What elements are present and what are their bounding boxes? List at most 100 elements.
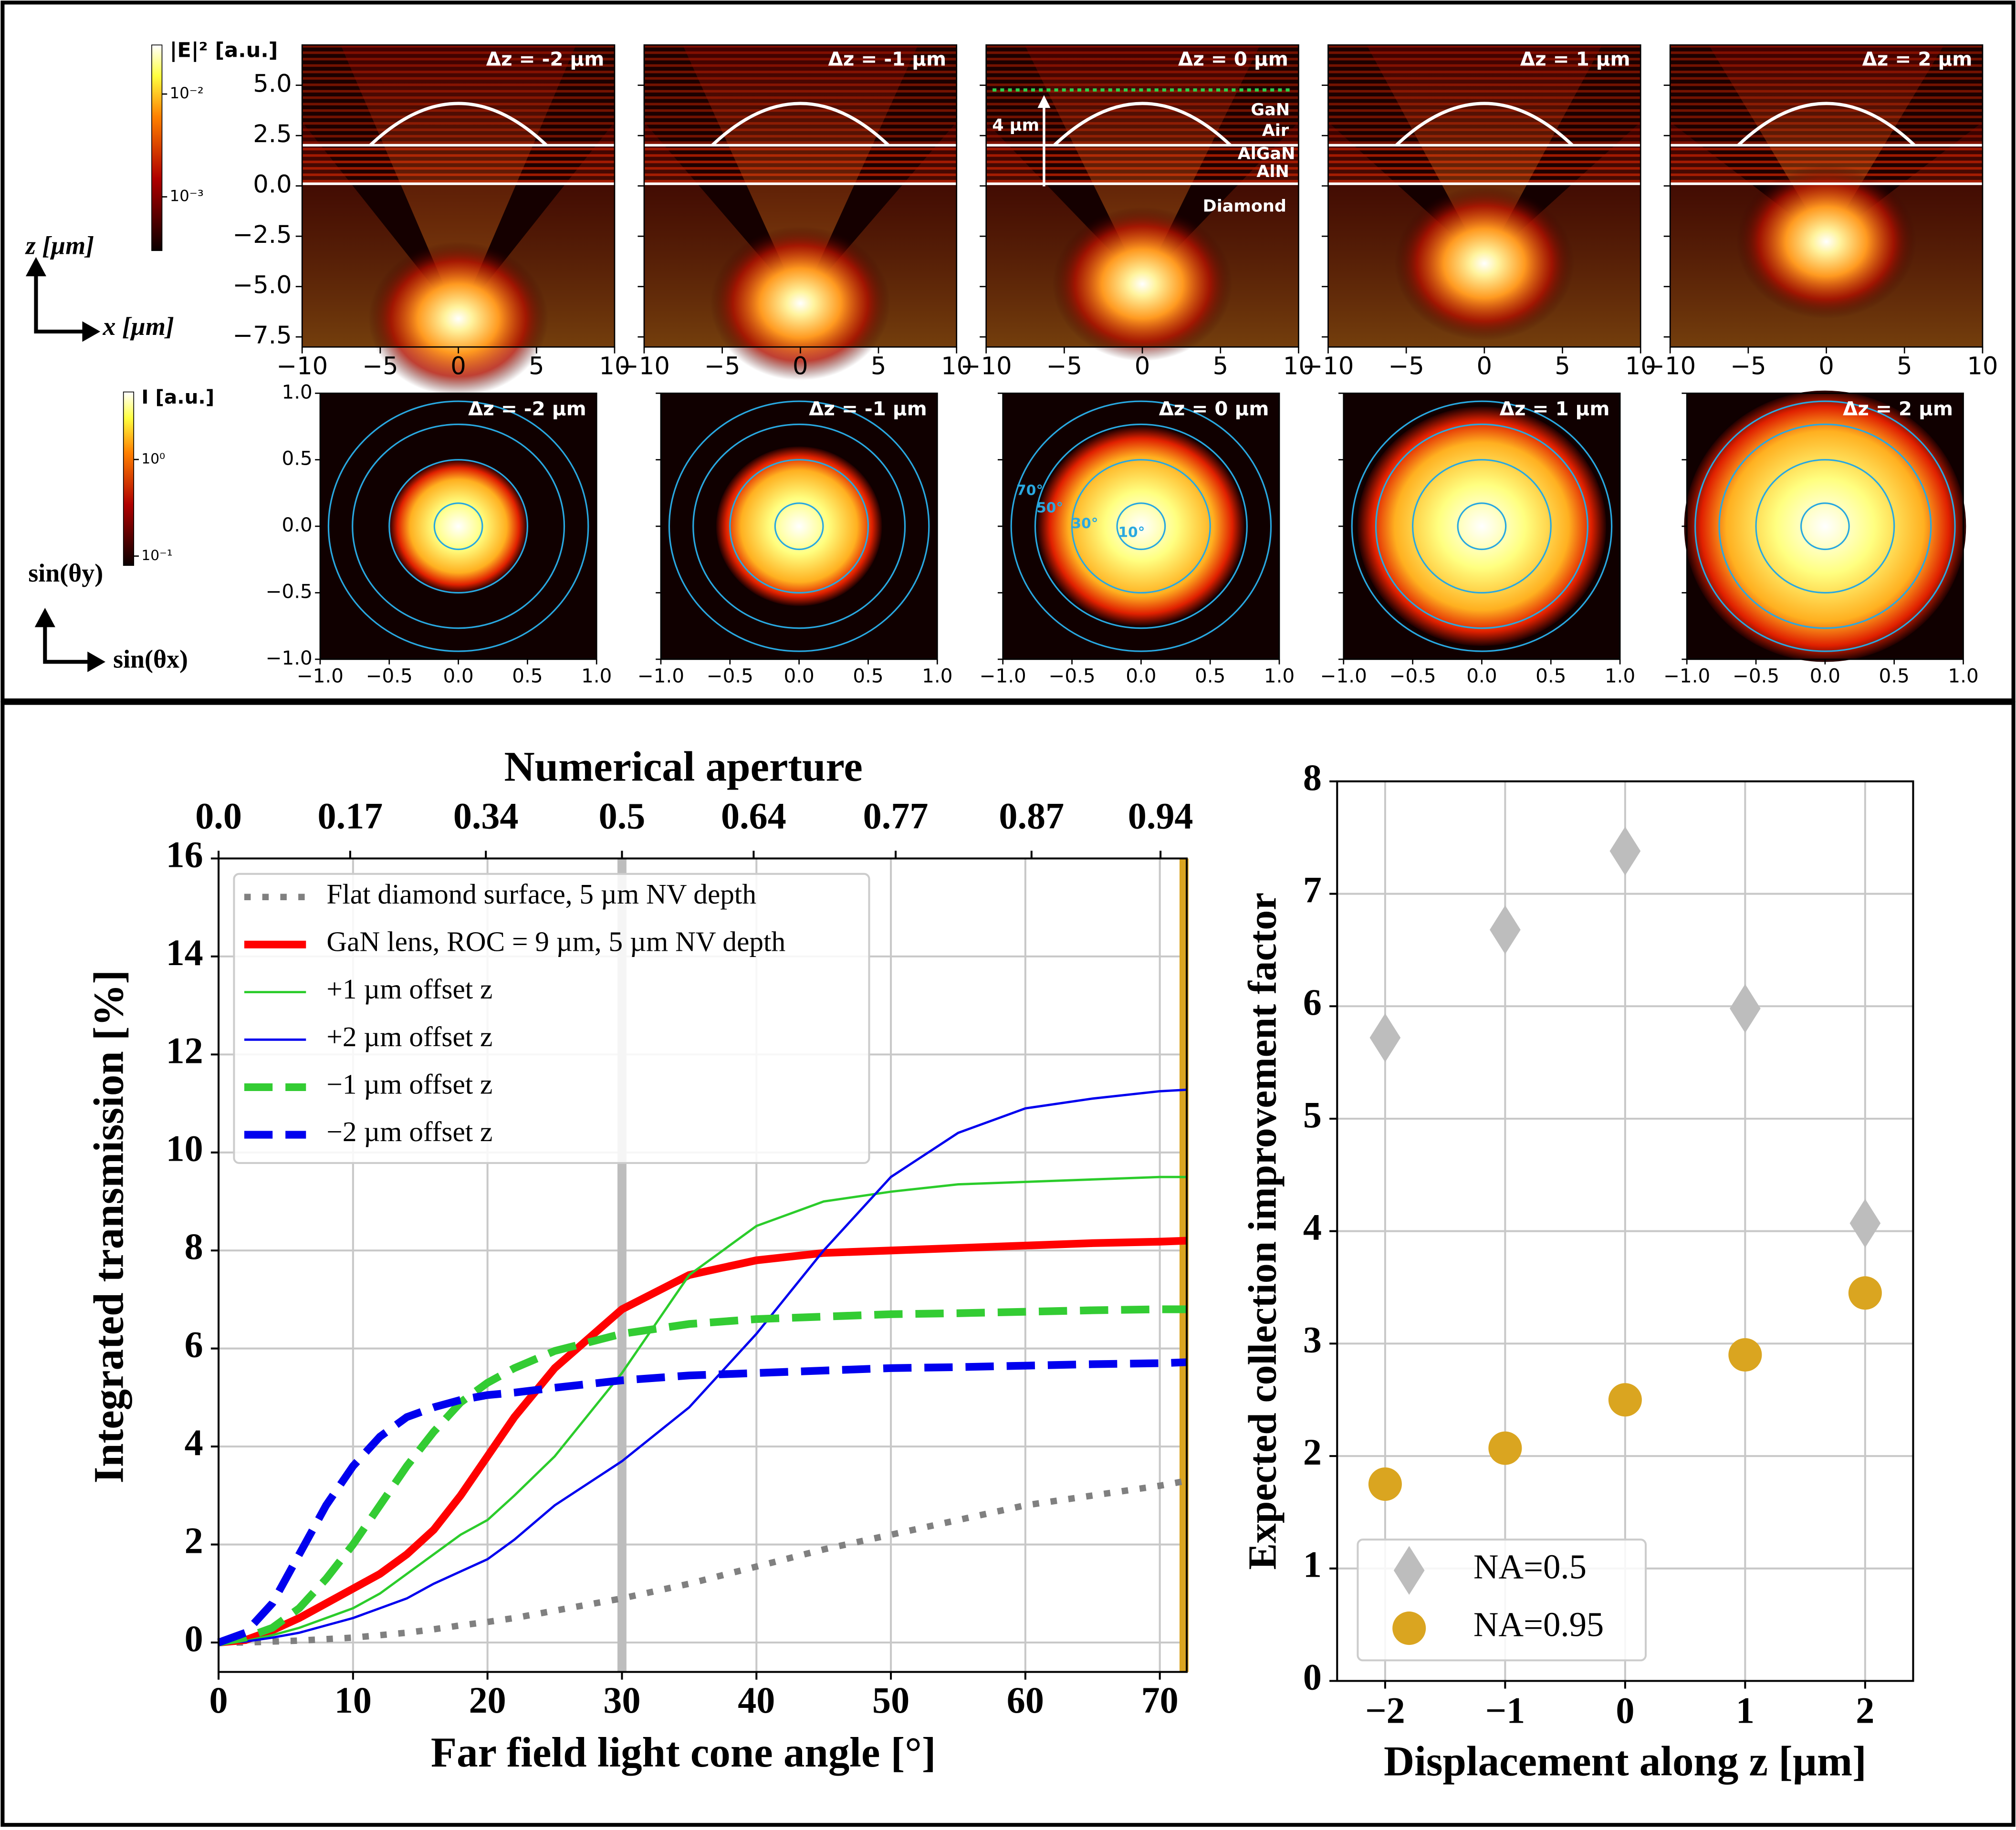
legend-swatch — [1392, 1612, 1426, 1645]
legend-box — [233, 873, 870, 1164]
angle-circle — [692, 423, 906, 629]
y-tick-label: 2.5 — [253, 120, 292, 148]
angle-circle — [1010, 400, 1272, 652]
x-tick-label: 1.0 — [1605, 665, 1635, 687]
y-axis-label: Integrated transmission [%] — [86, 970, 133, 1483]
x-tick-label: −0.5 — [366, 665, 413, 687]
x2-tick-label: 0.64 — [721, 795, 786, 837]
series-line — [217, 1358, 1187, 1646]
top-frame — [0, 0, 2016, 703]
y-tick-label: −0.5 — [266, 580, 313, 603]
y-axis-label: z [µm] — [25, 231, 94, 260]
x-tick-label: −5 — [1730, 352, 1766, 380]
x2-tick-label: 0.87 — [999, 795, 1064, 837]
emission-fan — [341, 45, 576, 319]
colorbar-tick-label: 10⁻³ — [170, 187, 204, 205]
plot-frame — [1336, 780, 1914, 1682]
annotation: AlN — [1256, 162, 1289, 181]
angle-circle — [1116, 502, 1166, 551]
x-tick-label: −0.5 — [1389, 665, 1436, 687]
marker — [1849, 1198, 1881, 1248]
x-tick-label: 10 — [334, 1679, 372, 1721]
lens-outline — [1395, 102, 1574, 146]
legend-label: +1 µm offset z — [326, 973, 492, 1005]
arrow-head — [1037, 95, 1051, 108]
angle-label: 50° — [1036, 499, 1063, 516]
x-tick-label: −2 — [1365, 1690, 1405, 1731]
angle-label: 30° — [1072, 515, 1098, 531]
panel-title: Δz = 0 µm — [1178, 48, 1288, 71]
axis-arrow — [43, 617, 98, 664]
colorbar-label: |E|² [a.u.] — [170, 38, 278, 62]
y-tick-label: 8 — [1303, 757, 1322, 798]
x-tick-label: 0.0 — [1126, 665, 1156, 687]
y-tick-label: 4 — [185, 1422, 203, 1463]
panel-title: Δz = 2 µm — [1843, 397, 1953, 420]
legend-label: NA=0.95 — [1473, 1605, 1604, 1644]
x-tick-label: 5 — [529, 352, 544, 380]
x-tick-label: −0.5 — [1048, 665, 1095, 687]
far-field-spot — [389, 459, 528, 593]
y-tick-label: 16 — [166, 833, 203, 875]
marker — [1728, 1338, 1762, 1372]
x-tick-label: 0.5 — [512, 665, 543, 687]
x-tick-label: −10 — [1644, 352, 1696, 380]
x-tick-label: 0 — [1616, 1690, 1634, 1731]
panel-title: Δz = 2 µm — [1862, 48, 1973, 71]
annotation: Air — [1262, 121, 1289, 140]
x-tick-label: 0 — [793, 352, 808, 380]
x-tick-label: 0.5 — [1195, 665, 1225, 687]
y-tick-label: −7.5 — [232, 321, 292, 350]
emission-fan — [1670, 122, 1983, 347]
marker — [1488, 1431, 1522, 1465]
x2-tick-label: 0.94 — [1128, 795, 1193, 837]
x-tick-label: 5 — [1555, 352, 1570, 380]
angle-circle — [1034, 423, 1248, 629]
series-line — [218, 1088, 1187, 1644]
angle-circle — [729, 459, 869, 594]
source-glow — [368, 241, 549, 396]
far-field-spot — [1037, 426, 1245, 626]
far-field-spot — [1684, 390, 1966, 662]
angle-circle — [1375, 423, 1588, 629]
marker — [1490, 905, 1521, 955]
x-tick-label: 0 — [450, 352, 466, 380]
x-tick-label: −5 — [1046, 352, 1082, 380]
x-tick-label: 0.5 — [853, 665, 883, 687]
x-tick-label: 5 — [1897, 352, 1912, 380]
angle-circle — [433, 502, 483, 551]
x2-tick-label: 0.5 — [599, 795, 646, 837]
y-tick-label: 5 — [1303, 1094, 1322, 1135]
x-tick-label: −0.5 — [707, 665, 753, 687]
y-tick-label: 0 — [185, 1618, 203, 1659]
panel-title: Δz = 1 µm — [1520, 48, 1630, 71]
x-tick-label: 1.0 — [922, 665, 952, 687]
x-tick-label: 70 — [1141, 1679, 1179, 1721]
x-tick-label: 0.0 — [443, 665, 473, 687]
emission-fan — [1367, 45, 1602, 264]
bottom-frame — [0, 701, 2016, 1827]
arrow-head — [25, 257, 101, 342]
annotation: Diamond — [1203, 197, 1286, 216]
x-tick-label: 2 — [1856, 1690, 1874, 1731]
angle-circle — [1755, 459, 1895, 594]
marker — [1730, 984, 1761, 1033]
y-tick-label: 14 — [166, 932, 203, 973]
x-tick-label: −5 — [362, 352, 398, 380]
y-tick-label: 5.0 — [253, 70, 292, 98]
panel-title: Δz = -1 µm — [828, 48, 947, 71]
x-tick-label: −0.5 — [1733, 665, 1779, 687]
y-tick-label: −5.0 — [232, 271, 292, 300]
x-tick-label: −1.0 — [297, 665, 344, 687]
panel-title: Δz = -1 µm — [809, 397, 927, 420]
colorbar-tick-label: 10⁻¹ — [141, 547, 172, 563]
x-tick-label: −5 — [704, 352, 740, 380]
x2-tick-label: 0.77 — [863, 795, 929, 837]
angle-circle — [1411, 459, 1552, 594]
x-tick-label: 0.0 — [1466, 665, 1497, 687]
marker — [1368, 1467, 1402, 1501]
x-tick-label: 0 — [1818, 352, 1834, 380]
lens-outline — [1053, 102, 1232, 146]
x-tick-label: 0 — [209, 1679, 228, 1721]
x-tick-label: 40 — [738, 1679, 775, 1721]
